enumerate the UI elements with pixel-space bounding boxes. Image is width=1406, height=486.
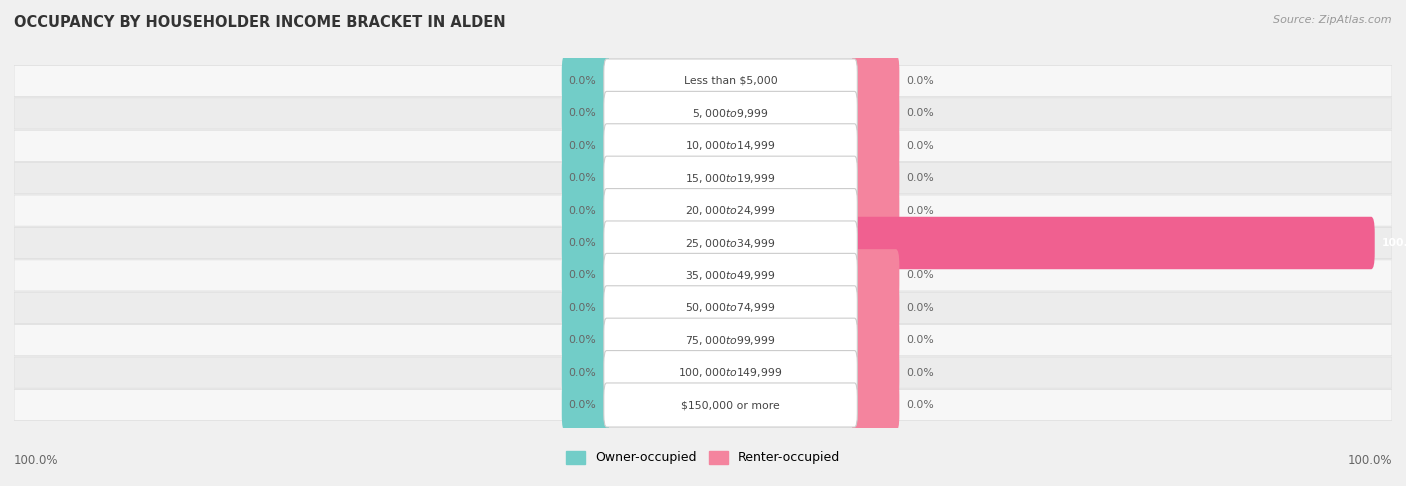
Text: $75,000 to $99,999: $75,000 to $99,999 — [685, 334, 776, 347]
Text: 0.0%: 0.0% — [907, 400, 934, 410]
FancyBboxPatch shape — [14, 357, 1392, 388]
Text: 0.0%: 0.0% — [907, 206, 934, 216]
FancyBboxPatch shape — [603, 253, 858, 297]
FancyBboxPatch shape — [851, 281, 900, 334]
Text: 0.0%: 0.0% — [907, 270, 934, 280]
Text: 0.0%: 0.0% — [568, 76, 596, 86]
Text: 0.0%: 0.0% — [907, 335, 934, 345]
Text: 0.0%: 0.0% — [907, 173, 934, 183]
FancyBboxPatch shape — [562, 347, 610, 399]
Text: 0.0%: 0.0% — [568, 173, 596, 183]
FancyBboxPatch shape — [14, 325, 1392, 356]
FancyBboxPatch shape — [603, 59, 858, 103]
FancyBboxPatch shape — [14, 389, 1392, 420]
Text: $20,000 to $24,999: $20,000 to $24,999 — [685, 204, 776, 217]
Text: $25,000 to $34,999: $25,000 to $34,999 — [685, 237, 776, 249]
Text: 0.0%: 0.0% — [568, 206, 596, 216]
FancyBboxPatch shape — [851, 152, 900, 205]
Legend: Owner-occupied, Renter-occupied: Owner-occupied, Renter-occupied — [561, 446, 845, 469]
FancyBboxPatch shape — [562, 249, 610, 302]
Text: 100.0%: 100.0% — [1382, 238, 1406, 248]
Text: 0.0%: 0.0% — [568, 108, 596, 119]
FancyBboxPatch shape — [562, 314, 610, 366]
FancyBboxPatch shape — [603, 124, 858, 168]
Text: $150,000 or more: $150,000 or more — [681, 400, 780, 410]
Text: $5,000 to $9,999: $5,000 to $9,999 — [692, 107, 769, 120]
FancyBboxPatch shape — [562, 55, 610, 107]
FancyBboxPatch shape — [851, 55, 900, 107]
FancyBboxPatch shape — [14, 292, 1392, 323]
FancyBboxPatch shape — [851, 347, 900, 399]
FancyBboxPatch shape — [562, 87, 610, 139]
FancyBboxPatch shape — [562, 217, 610, 269]
FancyBboxPatch shape — [851, 249, 900, 302]
Text: 0.0%: 0.0% — [907, 367, 934, 378]
Text: 0.0%: 0.0% — [907, 141, 934, 151]
FancyBboxPatch shape — [14, 227, 1392, 259]
FancyBboxPatch shape — [851, 379, 900, 431]
FancyBboxPatch shape — [562, 281, 610, 334]
FancyBboxPatch shape — [14, 260, 1392, 291]
Text: $50,000 to $74,999: $50,000 to $74,999 — [685, 301, 776, 314]
FancyBboxPatch shape — [851, 87, 900, 139]
FancyBboxPatch shape — [603, 286, 858, 330]
FancyBboxPatch shape — [603, 318, 858, 362]
FancyBboxPatch shape — [562, 152, 610, 205]
Text: $15,000 to $19,999: $15,000 to $19,999 — [685, 172, 776, 185]
FancyBboxPatch shape — [851, 120, 900, 172]
Text: $35,000 to $49,999: $35,000 to $49,999 — [685, 269, 776, 282]
Text: 0.0%: 0.0% — [907, 76, 934, 86]
Text: $10,000 to $14,999: $10,000 to $14,999 — [685, 139, 776, 152]
Text: 0.0%: 0.0% — [568, 367, 596, 378]
Text: 100.0%: 100.0% — [1347, 453, 1392, 467]
Text: OCCUPANCY BY HOUSEHOLDER INCOME BRACKET IN ALDEN: OCCUPANCY BY HOUSEHOLDER INCOME BRACKET … — [14, 15, 506, 30]
Text: 0.0%: 0.0% — [568, 335, 596, 345]
Text: 0.0%: 0.0% — [907, 303, 934, 313]
Text: 0.0%: 0.0% — [568, 270, 596, 280]
FancyBboxPatch shape — [851, 217, 1375, 269]
FancyBboxPatch shape — [603, 221, 858, 265]
FancyBboxPatch shape — [14, 130, 1392, 161]
FancyBboxPatch shape — [14, 163, 1392, 194]
FancyBboxPatch shape — [603, 350, 858, 395]
Text: $100,000 to $149,999: $100,000 to $149,999 — [679, 366, 783, 379]
Text: 0.0%: 0.0% — [568, 400, 596, 410]
FancyBboxPatch shape — [562, 184, 610, 237]
FancyBboxPatch shape — [603, 156, 858, 200]
Text: Source: ZipAtlas.com: Source: ZipAtlas.com — [1274, 15, 1392, 25]
FancyBboxPatch shape — [603, 383, 858, 427]
Text: 100.0%: 100.0% — [14, 453, 59, 467]
FancyBboxPatch shape — [603, 189, 858, 233]
Text: 0.0%: 0.0% — [907, 108, 934, 119]
Text: Less than $5,000: Less than $5,000 — [683, 76, 778, 86]
FancyBboxPatch shape — [603, 91, 858, 136]
FancyBboxPatch shape — [562, 379, 610, 431]
FancyBboxPatch shape — [851, 314, 900, 366]
FancyBboxPatch shape — [14, 66, 1392, 97]
FancyBboxPatch shape — [14, 98, 1392, 129]
Text: 0.0%: 0.0% — [568, 238, 596, 248]
FancyBboxPatch shape — [562, 120, 610, 172]
Text: 0.0%: 0.0% — [568, 141, 596, 151]
FancyBboxPatch shape — [851, 184, 900, 237]
Text: 0.0%: 0.0% — [568, 303, 596, 313]
FancyBboxPatch shape — [14, 195, 1392, 226]
